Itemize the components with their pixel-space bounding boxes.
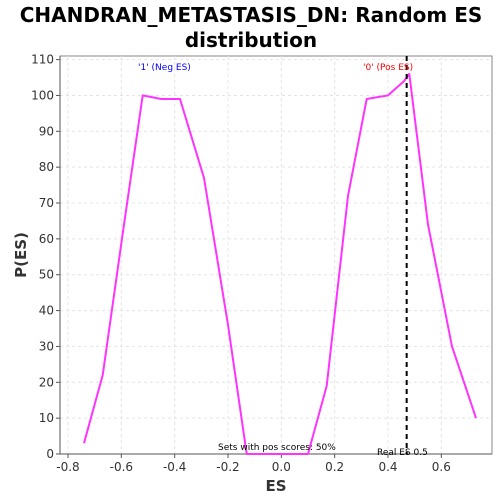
y-tick-label: 10 (39, 411, 54, 425)
x-tick-label: 0.4 (378, 460, 397, 474)
chart-title-line-1: CHANDRAN_METASTASIS_DN: Random ES (20, 3, 483, 27)
x-tick-label: -0.8 (56, 460, 79, 474)
y-axis-label: P(ES) (12, 232, 30, 278)
y-tick-label: 50 (39, 268, 54, 282)
y-tick-label: 60 (39, 232, 54, 246)
y-tick-label: 20 (39, 375, 54, 389)
y-ticks: 0 10 20 30 40 50 60 70 80 90 100 110 (31, 53, 60, 461)
y-tick-label: 70 (39, 196, 54, 210)
pos-es-label: '0' (Pos ES) (363, 63, 413, 73)
x-ticks: -0.8 -0.6 -0.4 -0.2 0.0 0.2 0.4 0.6 (56, 454, 451, 474)
neg-es-label: '1' (Neg ES) (138, 63, 191, 73)
x-tick-label: -0.6 (110, 460, 133, 474)
x-tick-label: -0.2 (216, 460, 239, 474)
x-tick-label: 0.0 (272, 460, 291, 474)
y-tick-label: 100 (31, 88, 54, 102)
y-tick-label: 40 (39, 304, 54, 318)
chart-title-line-2: distribution (185, 28, 317, 52)
grid-lines (60, 56, 492, 455)
real-es-label: Real ES 0.5 (377, 448, 428, 458)
y-tick-label: 30 (39, 339, 54, 353)
x-tick-label: -0.4 (163, 460, 186, 474)
x-axis-label: ES (265, 477, 286, 495)
y-tick-label: 110 (31, 53, 54, 67)
y-tick-label: 0 (46, 447, 54, 461)
y-tick-label: 80 (39, 160, 54, 174)
plot-area (59, 55, 493, 455)
x-tick-label: 0.6 (432, 460, 451, 474)
annotations: '1' (Neg ES) '0' (Pos ES) Sets with pos sc… (138, 56, 428, 458)
x-tick-label: 0.2 (325, 460, 344, 474)
y-tick-label: 90 (39, 124, 54, 138)
sets-pos-scores-text: Sets with pos scores: 50% (218, 443, 336, 453)
